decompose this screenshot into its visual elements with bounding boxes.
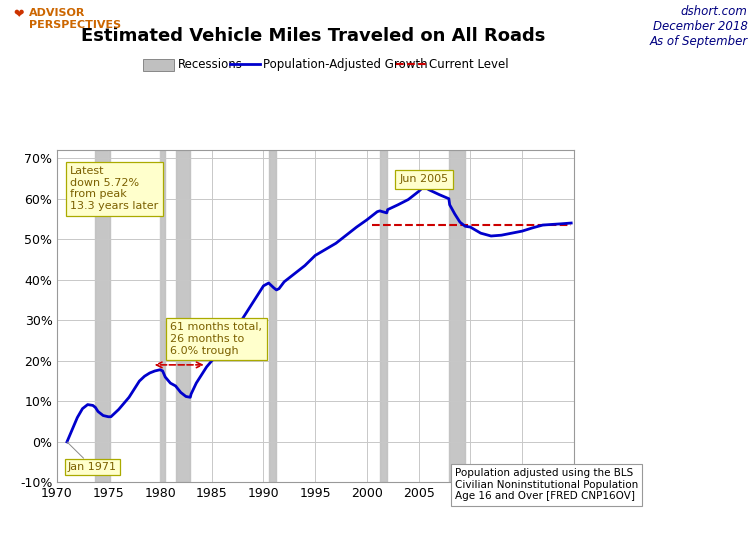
Bar	[449, 150, 465, 482]
Text: Estimated Vehicle Miles Traveled on All Roads: Estimated Vehicle Miles Traveled on All …	[81, 27, 546, 45]
Text: Latest
down 5.72%
from peak
13.3 years later: Latest down 5.72% from peak 13.3 years l…	[70, 166, 159, 211]
Bar	[160, 150, 165, 482]
Bar	[95, 150, 110, 482]
Text: Population-Adjusted Growth: Population-Adjusted Growth	[263, 58, 427, 71]
Text: Current Level: Current Level	[429, 58, 508, 71]
Text: ❤: ❤	[14, 8, 24, 21]
Text: Jan 1971: Jan 1971	[67, 442, 117, 472]
Text: dshort.com
December 2018
As of September: dshort.com December 2018 As of September	[649, 5, 747, 48]
Bar	[176, 150, 190, 482]
Text: PERSPECTIVES: PERSPECTIVES	[29, 20, 121, 30]
Text: 61 months total,
26 months to
6.0% trough: 61 months total, 26 months to 6.0% troug…	[171, 322, 263, 355]
Text: Recessions: Recessions	[177, 58, 242, 71]
Text: Population adjusted using the BLS
Civilian Noninstitutional Population
Age 16 an: Population adjusted using the BLS Civili…	[455, 468, 638, 501]
Text: Jun 2005: Jun 2005	[399, 174, 448, 184]
Text: ADVISOR: ADVISOR	[29, 8, 85, 18]
Bar	[269, 150, 276, 482]
Bar	[380, 150, 387, 482]
